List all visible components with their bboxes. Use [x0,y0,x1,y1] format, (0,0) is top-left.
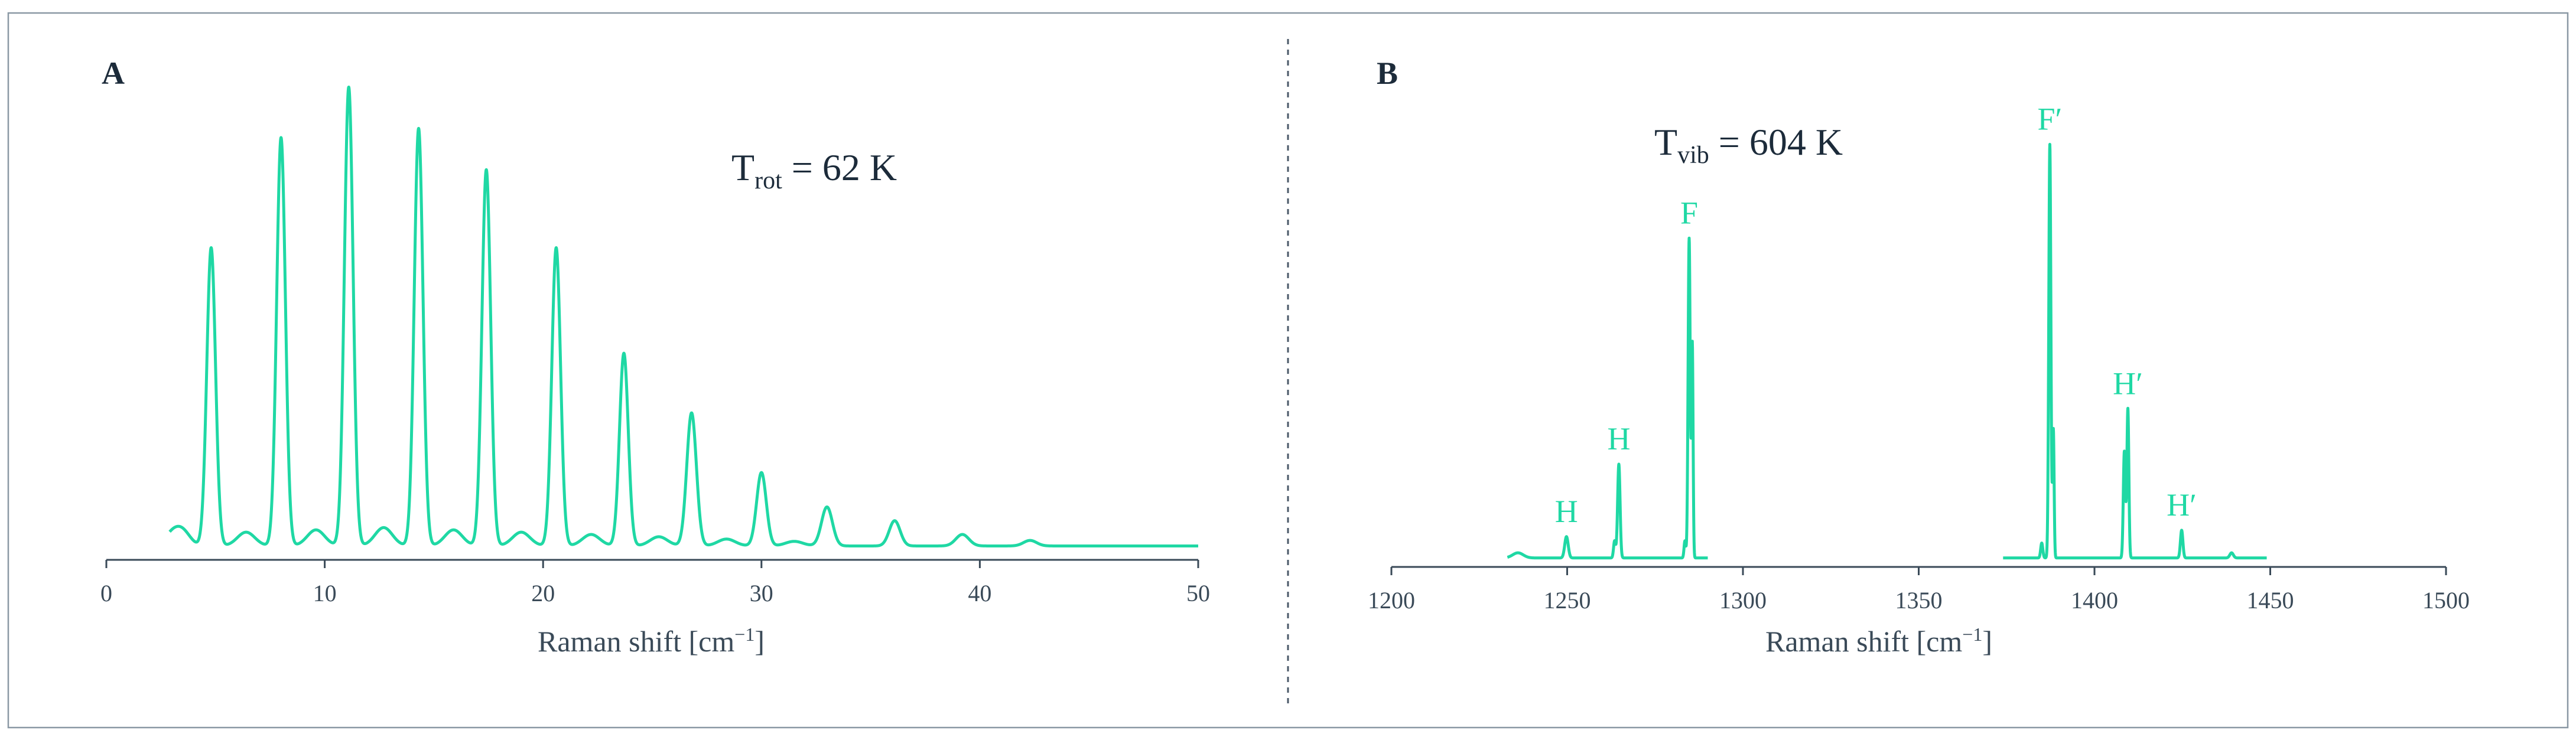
panel-b: B Tvib = 604 K 1200 1250 1300 1350 1400 1450 1… [1368,56,2470,658]
panel-b-letter: B [1377,56,1398,91]
peak-label: F [1680,195,1698,231]
peak-label: H′ [2113,366,2143,401]
panel-b-x-ticks: 1200 1250 1300 1350 1400 1450 1500 [1368,567,2470,614]
panel-b-x-axis-label: Raman shift [cm−1] [1765,624,1992,658]
x-tick-label: 1250 [1544,587,1591,614]
x-tick-label: 1200 [1368,587,1415,614]
panel-b-annotation: Tvib = 604 K [1654,121,1843,169]
panel-b-peak-labels: H H F F′ H′ H′ [1555,102,2197,529]
panel-a-x-axis-label: Raman shift [cm−1] [538,624,765,658]
panel-a-letter: A [102,56,125,91]
x-tick-label: 20 [531,580,555,606]
x-tick-label: 0 [100,580,112,606]
x-tick-label: 1350 [1895,587,1943,614]
x-tick-label: 50 [1186,580,1210,606]
x-tick-label: 1500 [2422,587,2470,614]
panel-a-annotation: Trot = 62 K [731,146,897,194]
peak-label: H [1555,494,1578,529]
x-tick-label: 40 [968,580,991,606]
x-tick-label: 1300 [1719,587,1767,614]
panel-b-spectrum-line [1506,142,2268,560]
panel-a-x-ticks: 0 10 20 30 40 50 [100,560,1210,606]
x-tick-label: 30 [750,580,773,606]
peak-label: H [1607,421,1630,456]
x-tick-label: 10 [313,580,337,606]
peak-label: F′ [2038,102,2063,137]
x-tick-label: 1450 [2247,587,2294,614]
panel-a-spectrum-line [168,85,1200,547]
panel-a: A Trot = 62 K 0 10 20 30 40 50 Raman shift [c… [100,56,1210,658]
x-tick-label: 1400 [2071,587,2118,614]
peak-label: H′ [2167,487,2197,523]
